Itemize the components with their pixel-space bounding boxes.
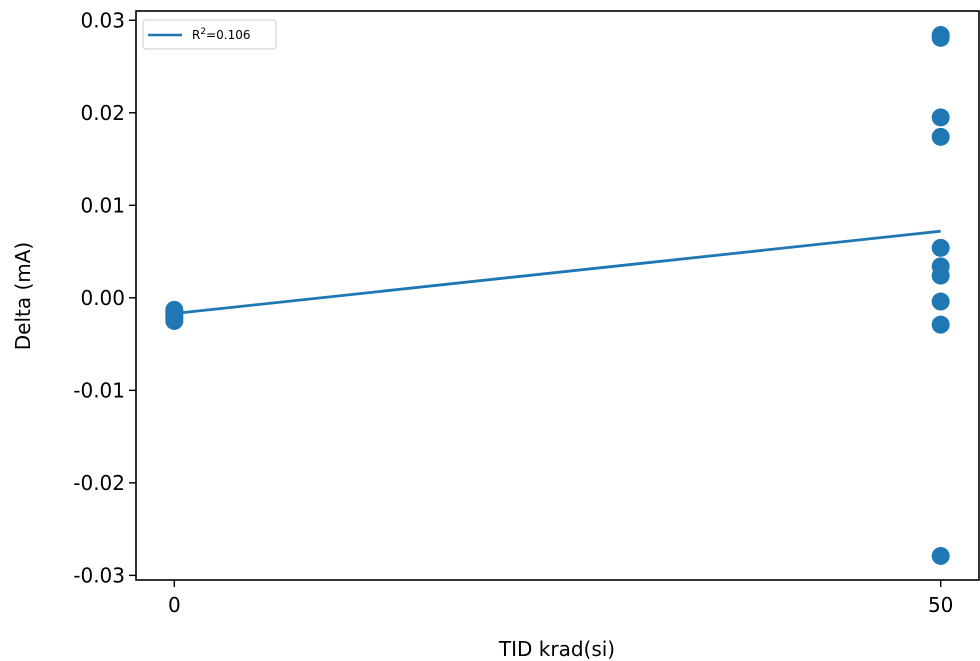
data-point (931, 127, 950, 146)
regression-fit-line (174, 229, 941, 315)
x-axis-ticks: 0 50 (168, 580, 953, 617)
y-tick-label: -0.01 (73, 378, 125, 402)
x-tick-label: 0 (168, 593, 181, 617)
x-tick-label: 50 (928, 593, 953, 617)
legend-r-prefix: R (192, 28, 200, 42)
data-point (931, 546, 950, 565)
x-axis-label: TID krad(si) (498, 637, 615, 661)
y-axis-label: Delta (mA) (11, 242, 35, 351)
y-axis-ticks: 0.03 0.02 0.01 0.00 -0.01 -0.02 -0.03 (73, 8, 136, 587)
y-tick-label: 0.03 (80, 8, 125, 32)
legend-label: R2=0.106 (192, 27, 251, 42)
data-points (165, 26, 950, 565)
y-tick-label: -0.02 (73, 471, 125, 495)
fit-line-layer (174, 229, 941, 315)
y-tick-label: 0.02 (80, 101, 125, 125)
data-point (931, 108, 950, 127)
data-point (931, 292, 950, 311)
y-tick-label: 0.00 (80, 286, 125, 310)
plot-area-frame (135, 10, 980, 581)
data-point (931, 315, 950, 334)
legend-r-value: =0.106 (206, 28, 250, 42)
data-point (931, 238, 950, 257)
y-tick-label: -0.03 (73, 563, 125, 587)
data-point (931, 266, 950, 285)
legend-r-superscript: 2 (200, 27, 206, 37)
legend-box (142, 19, 277, 50)
data-point (931, 28, 950, 47)
y-tick-label: 0.01 (80, 193, 125, 217)
legend: R2=0.106 (142, 19, 277, 50)
data-point (165, 311, 184, 330)
